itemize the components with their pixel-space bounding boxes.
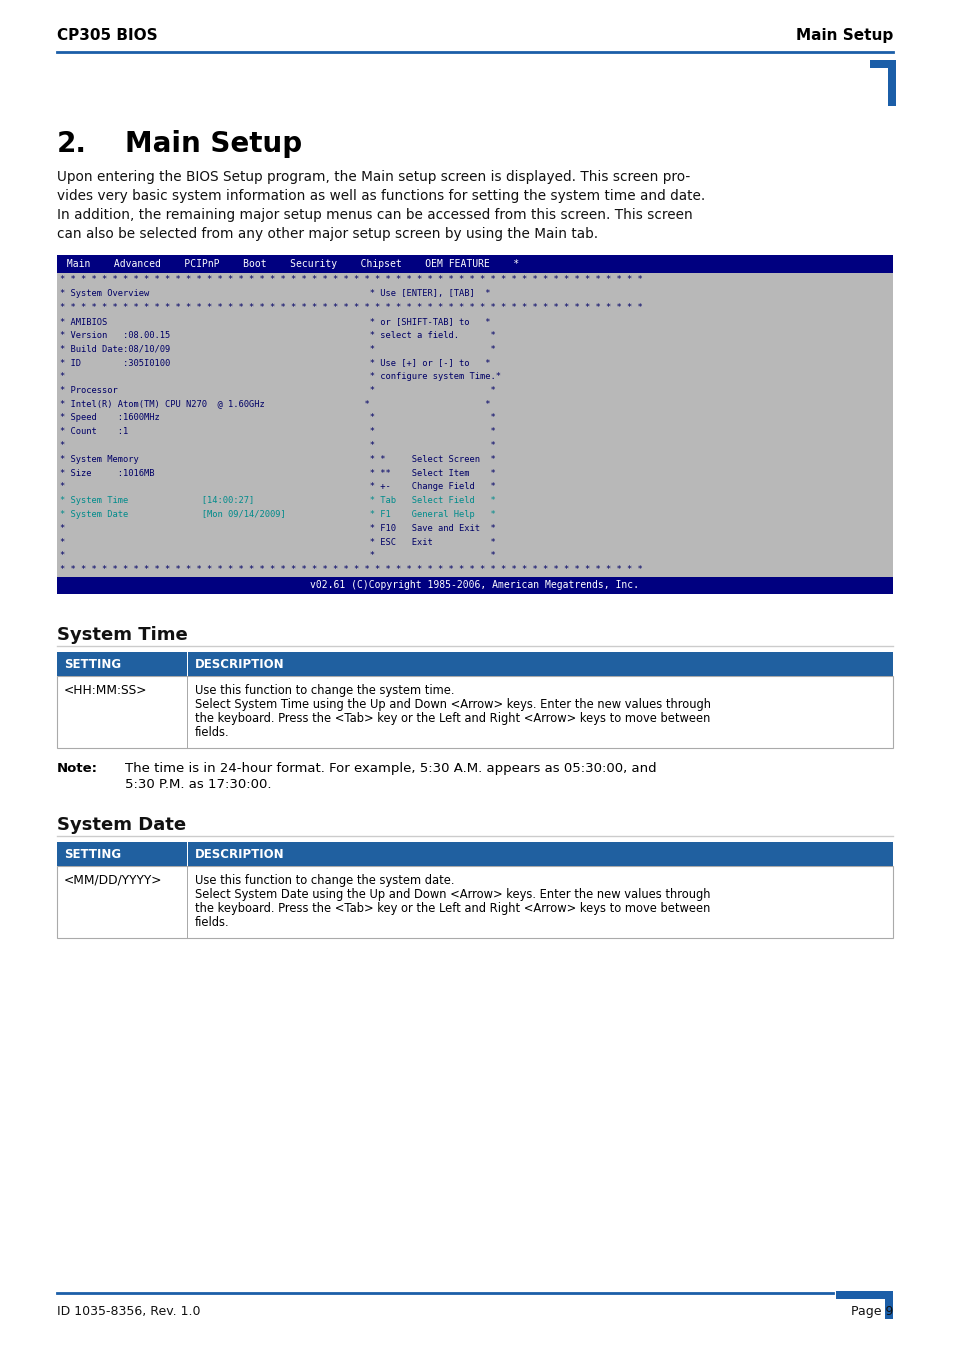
Text: <MM/DD/YYYY>: <MM/DD/YYYY> (64, 873, 162, 887)
Text: *                                                          * ESC   Exit         : * * ESC Exit (60, 537, 496, 547)
Bar (187, 841, 188, 865)
Text: the keyboard. Press the <Tab> key or the Left and Right <Arrow> keys to move bet: the keyboard. Press the <Tab> key or the… (194, 711, 710, 725)
Bar (835, 1291, 892, 1299)
Text: * Intel(R) Atom(TM) CPU N270  @ 1.60GHz                   *                     : * Intel(R) Atom(TM) CPU N270 @ 1.60GHz * (60, 400, 490, 409)
Text: Main Setup: Main Setup (125, 130, 302, 158)
Bar (57, 255, 892, 594)
Text: * ID        :305I0100                                      * Use [+] or [-] to  : * ID :305I0100 * Use [+] or [-] to (60, 358, 490, 367)
Bar (57, 576, 892, 594)
Text: Main Setup: Main Setup (795, 28, 892, 43)
Text: * Count    :1                                              *                    : * Count :1 * (60, 427, 496, 436)
Text: *                                                          * configure system Ti: * * configure system Ti (60, 373, 500, 381)
Text: * Version   :08.00.15                                      * select a field.    : * Version :08.00.15 * select a field. (60, 331, 496, 340)
Text: DESCRIPTION: DESCRIPTION (194, 848, 284, 860)
Text: * AMIBIOS                                                  * or [SHIFT-TAB] to  : * AMIBIOS * or [SHIFT-TAB] to (60, 317, 490, 325)
Text: Upon entering the BIOS Setup program, the Main setup screen is displayed. This s: Upon entering the BIOS Setup program, th… (57, 170, 690, 184)
Text: Use this function to change the system date.: Use this function to change the system d… (194, 873, 454, 887)
Bar (57, 255, 892, 273)
Text: * System Date              [Mon 09/14/2009]                * F1    General Help : * System Date [Mon 09/14/2009] * F1 Gene… (60, 510, 496, 518)
Text: DESCRIPTION: DESCRIPTION (194, 657, 284, 671)
Bar (187, 865, 188, 938)
Text: v02.61 (C)Copyright 1985-2006, American Megatrends, Inc.: v02.61 (C)Copyright 1985-2006, American … (310, 580, 639, 590)
Text: * System Overview                                          * Use [ENTER], [TAB] : * System Overview * Use [ENTER], [TAB] (60, 289, 490, 298)
Bar (57, 841, 892, 865)
Text: Select System Time using the Up and Down <Arrow> keys. Enter the new values thro: Select System Time using the Up and Down… (194, 698, 710, 710)
Text: SETTING: SETTING (64, 657, 121, 671)
Text: Note:: Note: (57, 761, 98, 775)
Text: * System Time              [14:00:27]                      * Tab   Select Field : * System Time [14:00:27] * Tab Select Fi… (60, 497, 496, 505)
Text: 5:30 P.M. as 17:30:00.: 5:30 P.M. as 17:30:00. (125, 778, 272, 791)
Text: SETTING: SETTING (64, 848, 121, 860)
Text: * Build Date:08/10/09                                      *                    : * Build Date:08/10/09 * (60, 344, 496, 354)
Bar (187, 652, 188, 675)
Bar (57, 652, 892, 675)
Text: Select System Date using the Up and Down <Arrow> keys. Enter the new values thro: Select System Date using the Up and Down… (194, 887, 710, 900)
Text: CP305 BIOS: CP305 BIOS (57, 28, 157, 43)
Text: * Speed    :1600MHz                                        *                    : * Speed :1600MHz * (60, 413, 496, 423)
Bar (869, 59, 895, 68)
Text: Use this function to change the system time.: Use this function to change the system t… (194, 683, 454, 697)
Text: Main    Advanced    PCIPnP    Boot    Security    Chipset    OEM FEATURE    *: Main Advanced PCIPnP Boot Security Chips… (61, 259, 518, 269)
Bar (57, 675, 892, 748)
Bar (884, 1291, 892, 1319)
Text: vides very basic system information as well as functions for setting the system : vides very basic system information as w… (57, 189, 704, 202)
Text: * * * * * * * * * * * * * * * * * * * * * * * * * * * * * * * * * * * * * * * * : * * * * * * * * * * * * * * * * * * * * … (60, 275, 642, 285)
Text: *                                                          * F10   Save and Exit: * * F10 Save and Exit (60, 524, 496, 533)
Bar (57, 865, 892, 938)
Text: System Time: System Time (57, 625, 188, 644)
Text: 2.: 2. (57, 130, 87, 158)
Text: can also be selected from any other major setup screen by using the Main tab.: can also be selected from any other majo… (57, 227, 598, 242)
Text: * Size     :1016MB                                         * **    Select Item  : * Size :1016MB * ** Select Item (60, 468, 496, 478)
Text: System Date: System Date (57, 815, 186, 833)
Text: * Processor                                                *                    : * Processor * (60, 386, 496, 394)
Text: <HH:MM:SS>: <HH:MM:SS> (64, 683, 148, 697)
Text: In addition, the remaining major setup menus can be accessed from this screen. T: In addition, the remaining major setup m… (57, 208, 692, 221)
Text: *                                                          *                    : * * (60, 441, 496, 450)
Text: ID 1035-8356, Rev. 1.0: ID 1035-8356, Rev. 1.0 (57, 1305, 200, 1318)
Text: *                                                          *                    : * * (60, 551, 496, 560)
Text: the keyboard. Press the <Tab> key or the Left and Right <Arrow> keys to move bet: the keyboard. Press the <Tab> key or the… (194, 902, 710, 914)
Text: * * * * * * * * * * * * * * * * * * * * * * * * * * * * * * * * * * * * * * * * : * * * * * * * * * * * * * * * * * * * * … (60, 302, 642, 312)
Text: The time is in 24-hour format. For example, 5:30 A.M. appears as 05:30:00, and: The time is in 24-hour format. For examp… (125, 761, 656, 775)
Text: fields.: fields. (194, 915, 230, 929)
Text: * * * * * * * * * * * * * * * * * * * * * * * * * * * * * * * * * * * * * * * * : * * * * * * * * * * * * * * * * * * * * … (60, 566, 642, 574)
Text: *                                                          * +-    Change Field : * * +- Change Field (60, 482, 496, 491)
Text: Page 9: Page 9 (850, 1305, 892, 1318)
Text: * System Memory                                            * *     Select Screen: * System Memory * * Select Screen (60, 455, 496, 464)
Bar (187, 675, 188, 748)
Text: fields.: fields. (194, 725, 230, 738)
Bar (887, 59, 895, 107)
